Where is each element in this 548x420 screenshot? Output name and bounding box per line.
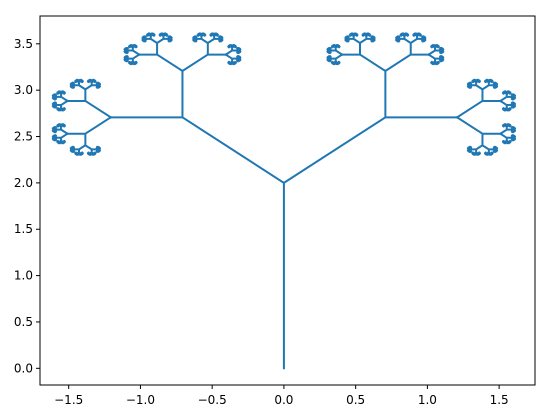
series-line-fractal-tree bbox=[51, 32, 517, 370]
y-tick-label: 1.0 bbox=[14, 269, 33, 283]
y-tick-label: 0.0 bbox=[14, 361, 33, 375]
y-axis: 0.0 0.5 1.0 1.5 2.0 2.5 3.0 3.5 bbox=[14, 37, 40, 375]
x-tick-label: −1.5 bbox=[54, 393, 83, 407]
x-tick-label: 1.0 bbox=[418, 393, 437, 407]
axes-frame bbox=[39, 15, 536, 386]
x-axis: −1.5 −1.0 −0.5 0.0 0.5 1.0 1.5 bbox=[54, 385, 509, 407]
y-tick-label: 1.5 bbox=[14, 222, 33, 236]
y-tick-label: 3.0 bbox=[14, 83, 33, 97]
plot-area bbox=[51, 32, 517, 370]
y-tick-label: 2.0 bbox=[14, 176, 33, 190]
x-tick-label: −0.5 bbox=[198, 393, 227, 407]
y-tick-label: 0.5 bbox=[14, 315, 33, 329]
x-tick-label: 0.5 bbox=[346, 393, 365, 407]
x-tick-label: 1.5 bbox=[490, 393, 509, 407]
y-tick-label: 3.5 bbox=[14, 37, 33, 51]
x-tick-label: 0.0 bbox=[274, 393, 293, 407]
y-tick-label: 2.5 bbox=[14, 130, 33, 144]
x-tick-label: −1.0 bbox=[126, 393, 155, 407]
